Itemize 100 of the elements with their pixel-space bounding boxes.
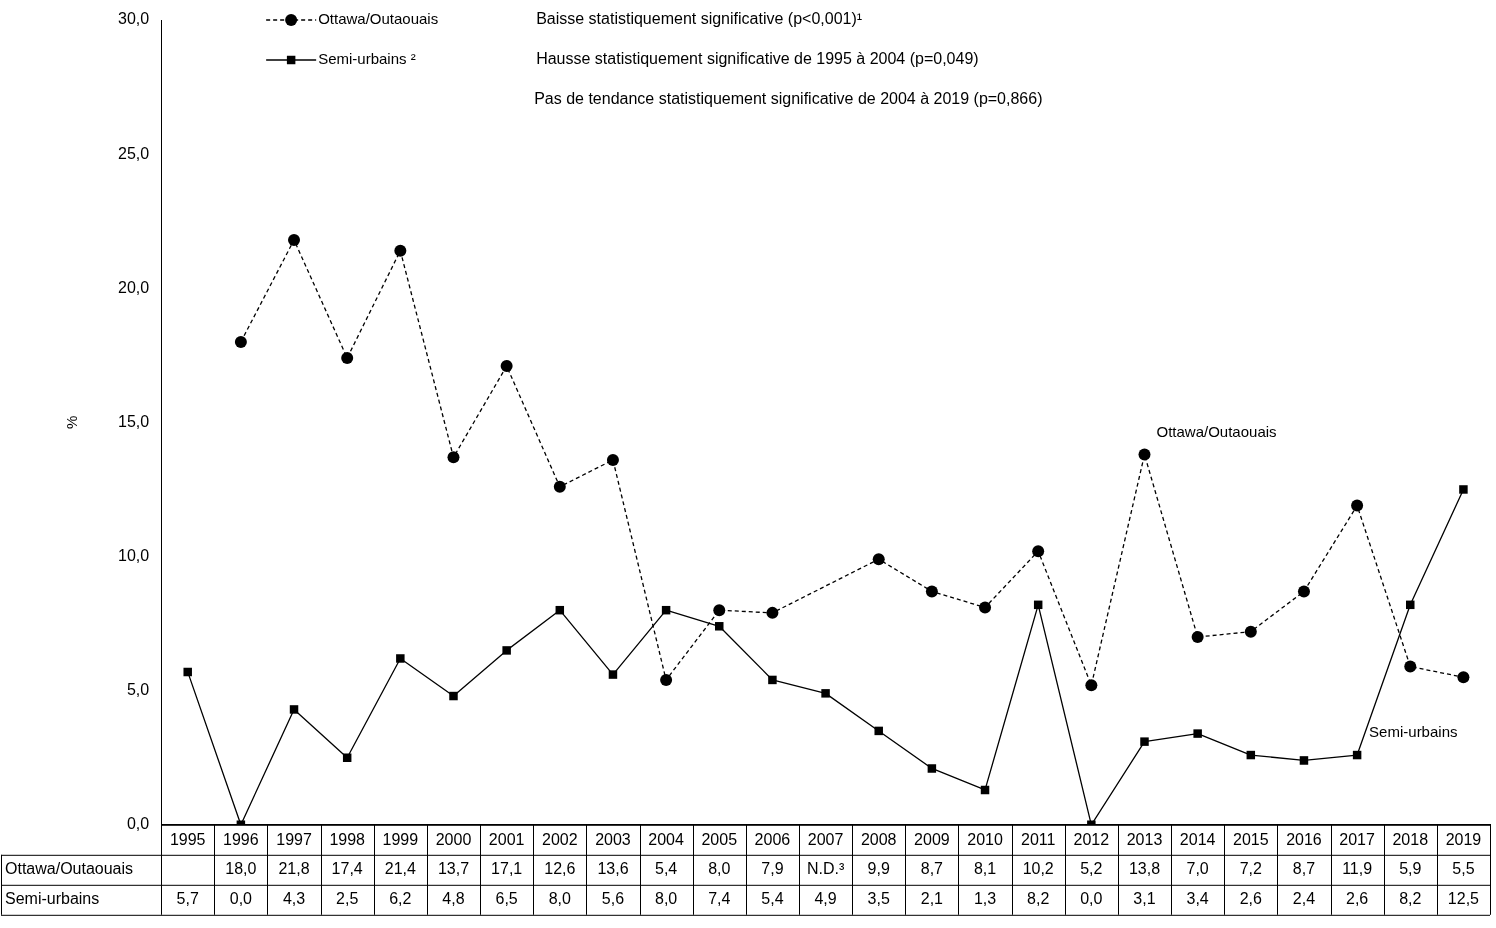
point	[1138, 448, 1151, 461]
x-tick-label: 2018	[1392, 830, 1429, 848]
data-label: 4,9	[814, 890, 837, 908]
point	[1032, 545, 1045, 558]
x-tick-label: 2001	[488, 830, 525, 848]
data-label: 17,1	[491, 860, 523, 878]
legend-label: Ottawa/Outaouais	[318, 10, 439, 28]
data-label: 2,6	[1239, 890, 1263, 908]
data-label: 8,0	[708, 860, 731, 878]
data-label: 10,2	[1022, 860, 1054, 878]
x-tick-label: 2017	[1339, 830, 1376, 848]
x-tick-label: 2008	[860, 830, 897, 848]
data-label: 2,4	[1292, 890, 1316, 908]
text: Ottawa/Outaouais	[5, 860, 134, 878]
data-label: 8,0	[654, 890, 678, 908]
y-tick-label: 5,0	[126, 681, 150, 699]
point	[553, 480, 566, 493]
point	[447, 451, 460, 464]
x-tick-label: 2012	[1073, 830, 1110, 848]
x-tick-label: 1999	[382, 830, 419, 848]
data-label: 11,9	[1342, 860, 1373, 878]
annotation: Baisse statistiquement significative (p<0,001)¹	[536, 10, 863, 28]
point	[1457, 671, 1470, 684]
data-label: 9,9	[867, 860, 890, 878]
data-label: 6,5	[495, 890, 518, 908]
y-tick-label: 10,0	[118, 546, 150, 564]
point	[502, 646, 511, 655]
data-label: 21,8	[278, 860, 310, 878]
text: N.D.³	[806, 860, 845, 878]
data-label: 8,2	[1399, 890, 1422, 908]
x-tick-label: 2015	[1233, 830, 1269, 848]
point	[288, 233, 301, 246]
x-tick-label: 2004	[648, 830, 685, 848]
data-label: 6,2	[389, 890, 412, 908]
point	[341, 352, 354, 365]
x-tick-label: 2019	[1445, 830, 1482, 848]
x-tick-label: 2011	[1020, 830, 1056, 848]
x-tick-label: 2007	[807, 830, 844, 848]
data-label: 8,0	[548, 890, 572, 908]
data-label: 5,7	[176, 890, 199, 908]
data-label: 13,8	[1128, 860, 1161, 878]
data-label: 7,2	[1239, 860, 1263, 878]
point	[608, 670, 618, 679]
data-label: 2,6	[1345, 890, 1369, 908]
x-tick-label: 2002	[542, 830, 578, 848]
data-label: 4,8	[442, 890, 465, 908]
point	[449, 691, 458, 701]
point	[927, 764, 937, 773]
point	[1404, 660, 1417, 673]
point	[394, 244, 407, 257]
data-label: 5,9	[1399, 860, 1422, 878]
y-tick-label: 15,0	[118, 412, 150, 430]
y-tick-label: 30,0	[118, 10, 150, 28]
annotation: Semi-urbains	[1369, 723, 1458, 741]
x-tick-label: 2010	[967, 830, 1003, 848]
data-label: 3,1	[1133, 890, 1156, 908]
point	[289, 705, 299, 714]
data-label: 3,4	[1186, 890, 1209, 908]
data-label: 7,0	[1186, 860, 1209, 878]
point	[500, 360, 513, 373]
data-label: 13,6	[597, 860, 629, 878]
data-label: 5,6	[601, 890, 625, 908]
x-tick-label: 2000	[435, 830, 472, 848]
point	[234, 335, 247, 348]
annotation: Pas de tendance statistiquement significative de 2004 à 2019 (p=0,866)	[534, 90, 1043, 108]
point	[979, 601, 992, 614]
point	[766, 606, 779, 619]
data-label: 5,4	[761, 890, 784, 908]
data-label: 8,2	[1027, 890, 1050, 908]
y-tick-label: 20,0	[118, 278, 150, 296]
data-label: 12,5	[1447, 890, 1480, 908]
point	[715, 622, 724, 631]
data-label: 2,5	[336, 890, 359, 908]
x-tick-label: 1995	[169, 830, 206, 848]
point	[874, 726, 883, 736]
x-tick-label: 2014	[1179, 830, 1216, 848]
point	[660, 673, 673, 686]
data-label: 5,2	[1080, 860, 1103, 878]
data-label: 17,4	[331, 860, 363, 878]
point	[1244, 625, 1257, 638]
data-label: 13,7	[437, 860, 470, 878]
point	[1351, 499, 1364, 512]
y-axis-title: %	[63, 415, 81, 430]
point	[713, 604, 726, 617]
data-label: 0,0	[229, 890, 253, 908]
point	[1191, 631, 1204, 644]
data-label: 1,3	[973, 890, 997, 908]
x-tick-label: 2009	[914, 830, 950, 848]
point	[342, 753, 352, 762]
point	[1193, 729, 1202, 738]
point	[1406, 600, 1415, 610]
x-tick-label: 2005	[701, 830, 738, 848]
x-tick-label: 2013	[1126, 830, 1163, 848]
x-tick-label: 1998	[329, 830, 366, 848]
point	[768, 675, 777, 685]
data-label: 5,4	[654, 860, 678, 878]
point	[821, 689, 830, 698]
x-tick-label: 2016	[1286, 830, 1322, 848]
annotation: Hausse statistiquement significative de 1995 à 2004 (p=0,049)	[536, 50, 979, 68]
x-tick-label: 2006	[754, 830, 791, 848]
